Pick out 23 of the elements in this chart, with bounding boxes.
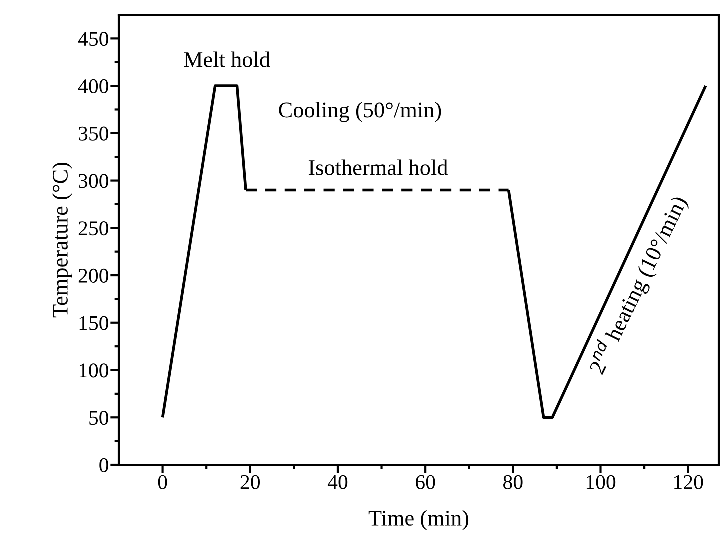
x-tick-label: 0	[158, 475, 168, 490]
annotation: 2$^{nd}$ heating (10°/min)	[584, 192, 692, 378]
y-tick-label: 100	[80, 364, 108, 378]
y-tick-label: 350	[79, 126, 108, 141]
annotation: Cooling (50°/min)	[279, 102, 442, 122]
y-axis-title: Temperature (°C)	[52, 162, 72, 318]
x-tick-label: 20	[240, 475, 260, 490]
x-tick-label: 120	[674, 475, 704, 490]
annotation: Melt hold	[184, 52, 270, 68]
x-tick-label: 60	[416, 475, 436, 490]
y-tick-label: 150	[80, 316, 108, 330]
y-tick-label: 50	[90, 411, 108, 426]
x-tick-label: 100	[586, 475, 616, 490]
y-tick-label: 400	[78, 79, 108, 94]
annotation: Isothermal hold	[308, 160, 448, 176]
y-tick-label: 450	[78, 32, 108, 46]
x-tick-label: 40	[328, 475, 348, 490]
x-tick-label: 80	[504, 475, 523, 490]
y-tick-label: 300	[79, 174, 108, 188]
x-axis-title: Time (min)	[368, 510, 469, 530]
y-tick-label: 250	[78, 222, 108, 236]
y-tick-label: 0	[100, 458, 108, 472]
y-tick-label: 200	[78, 268, 108, 283]
